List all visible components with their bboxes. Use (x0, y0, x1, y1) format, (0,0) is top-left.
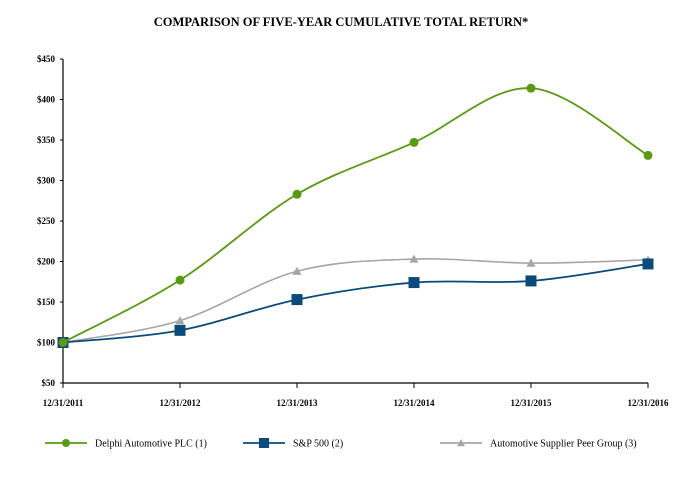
data-point (292, 189, 302, 199)
y-tick-label: $150 (37, 297, 56, 307)
data-point (291, 294, 303, 306)
data-point (642, 258, 654, 270)
legend-label: Delphi Automotive PLC (1) (95, 439, 207, 450)
x-tick-label: 12/31/2016 (627, 398, 669, 408)
y-tick-label: $250 (37, 216, 56, 226)
y-tick-label: $350 (37, 135, 56, 145)
data-point (175, 316, 185, 325)
data-point (174, 324, 186, 336)
series-line (62, 87, 649, 344)
y-tick-label: $200 (37, 257, 56, 267)
y-tick-label: $100 (37, 338, 56, 348)
legend-marker (62, 439, 70, 447)
legend-marker (457, 439, 465, 447)
data-point (292, 266, 302, 275)
series-line (62, 263, 649, 344)
y-tick-label: $450 (37, 54, 56, 64)
legend-label: S&P 500 (2) (293, 439, 343, 450)
series-line (62, 258, 649, 344)
y-tick-label: $400 (37, 95, 56, 105)
x-tick-label: 12/31/2013 (276, 398, 318, 408)
x-tick-label: 12/31/2011 (43, 398, 84, 408)
data-point (526, 83, 536, 93)
data-point (408, 277, 420, 289)
x-tick-label: 12/31/2012 (159, 398, 201, 408)
y-tick-label: $300 (37, 176, 56, 186)
chart-title: COMPARISON OF FIVE-YEAR CUMULATIVE TOTAL… (153, 15, 529, 29)
legend-marker (259, 438, 269, 448)
x-tick-label: 12/31/2015 (510, 398, 552, 408)
data-point (643, 150, 653, 160)
data-point (58, 338, 68, 347)
legend-label: Automotive Supplier Peer Group (3) (490, 439, 637, 450)
data-point (409, 254, 419, 263)
x-tick-label: 12/31/2014 (393, 398, 435, 408)
data-point (525, 275, 537, 287)
y-tick-label: $50 (42, 378, 56, 388)
data-point (175, 275, 185, 285)
data-point (526, 258, 536, 267)
data-point (409, 137, 419, 147)
